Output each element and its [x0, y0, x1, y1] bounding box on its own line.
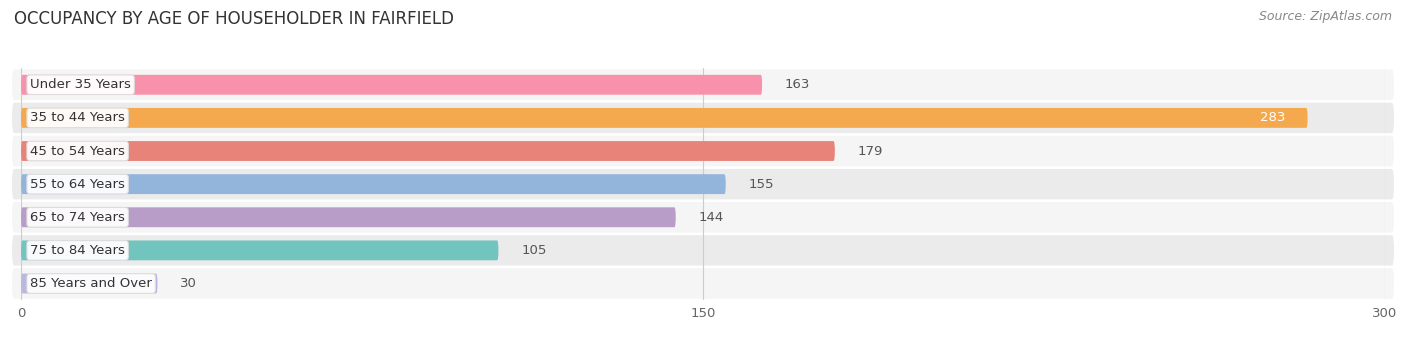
Text: 105: 105 [522, 244, 547, 257]
FancyBboxPatch shape [21, 273, 157, 294]
FancyBboxPatch shape [21, 207, 676, 227]
Text: 163: 163 [785, 78, 810, 91]
Text: 179: 179 [858, 145, 883, 158]
FancyBboxPatch shape [13, 268, 1393, 299]
FancyBboxPatch shape [21, 75, 762, 95]
FancyBboxPatch shape [13, 103, 1393, 133]
Text: 144: 144 [699, 211, 724, 224]
FancyBboxPatch shape [21, 141, 835, 161]
Text: 75 to 84 Years: 75 to 84 Years [30, 244, 125, 257]
Text: 85 Years and Over: 85 Years and Over [30, 277, 152, 290]
Text: OCCUPANCY BY AGE OF HOUSEHOLDER IN FAIRFIELD: OCCUPANCY BY AGE OF HOUSEHOLDER IN FAIRF… [14, 10, 454, 28]
FancyBboxPatch shape [21, 108, 1308, 128]
FancyBboxPatch shape [13, 169, 1393, 199]
Text: 30: 30 [180, 277, 197, 290]
FancyBboxPatch shape [21, 240, 499, 260]
FancyBboxPatch shape [21, 174, 725, 194]
Text: 65 to 74 Years: 65 to 74 Years [30, 211, 125, 224]
Text: 35 to 44 Years: 35 to 44 Years [30, 112, 125, 124]
FancyBboxPatch shape [13, 136, 1393, 166]
Text: 45 to 54 Years: 45 to 54 Years [30, 145, 125, 158]
Text: 155: 155 [748, 178, 773, 191]
Text: Under 35 Years: Under 35 Years [30, 78, 131, 91]
FancyBboxPatch shape [13, 235, 1393, 266]
FancyBboxPatch shape [13, 202, 1393, 233]
FancyBboxPatch shape [13, 70, 1393, 100]
Text: Source: ZipAtlas.com: Source: ZipAtlas.com [1258, 10, 1392, 23]
Text: 283: 283 [1260, 112, 1285, 124]
Text: 55 to 64 Years: 55 to 64 Years [30, 178, 125, 191]
